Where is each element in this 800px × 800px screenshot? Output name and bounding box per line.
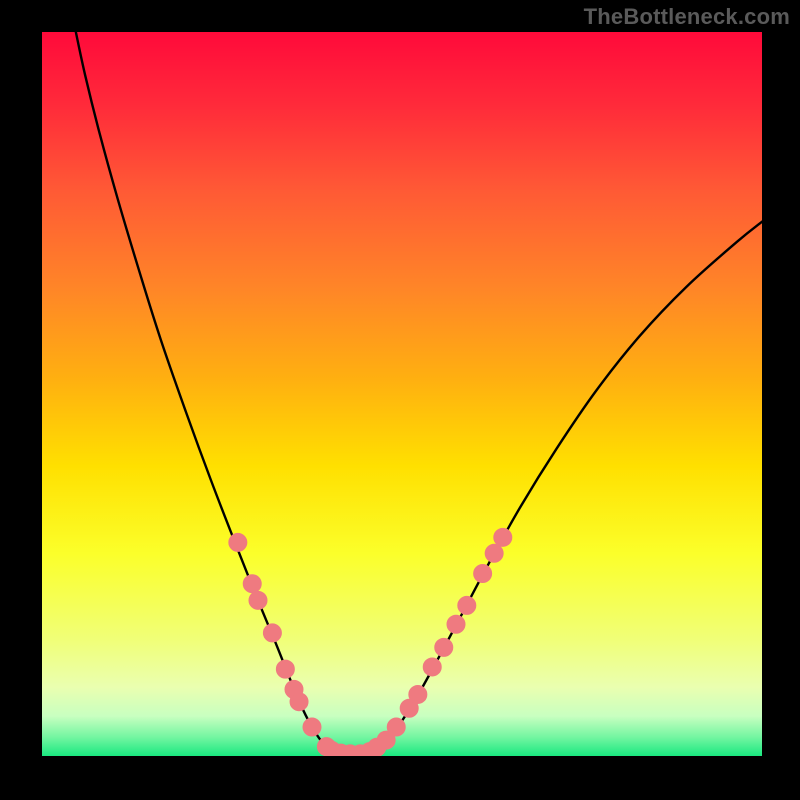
marker-point [435,638,453,656]
marker-point [423,658,441,676]
marker-point [485,544,503,562]
marker-point [409,685,427,703]
marker-point [387,718,405,736]
marker-point [249,591,267,609]
marker-point [303,718,321,736]
marker-point [447,615,465,633]
chart-container: TheBottleneck.com [0,0,800,800]
bottleneck-chart [0,0,800,800]
marker-point [474,565,492,583]
marker-point [276,660,294,678]
watermark-text: TheBottleneck.com [584,4,790,30]
marker-point [243,575,261,593]
marker-point [290,693,308,711]
marker-point [458,596,476,614]
marker-point [229,533,247,551]
marker-point [263,624,281,642]
marker-point [494,528,512,546]
gradient-background [42,32,762,756]
